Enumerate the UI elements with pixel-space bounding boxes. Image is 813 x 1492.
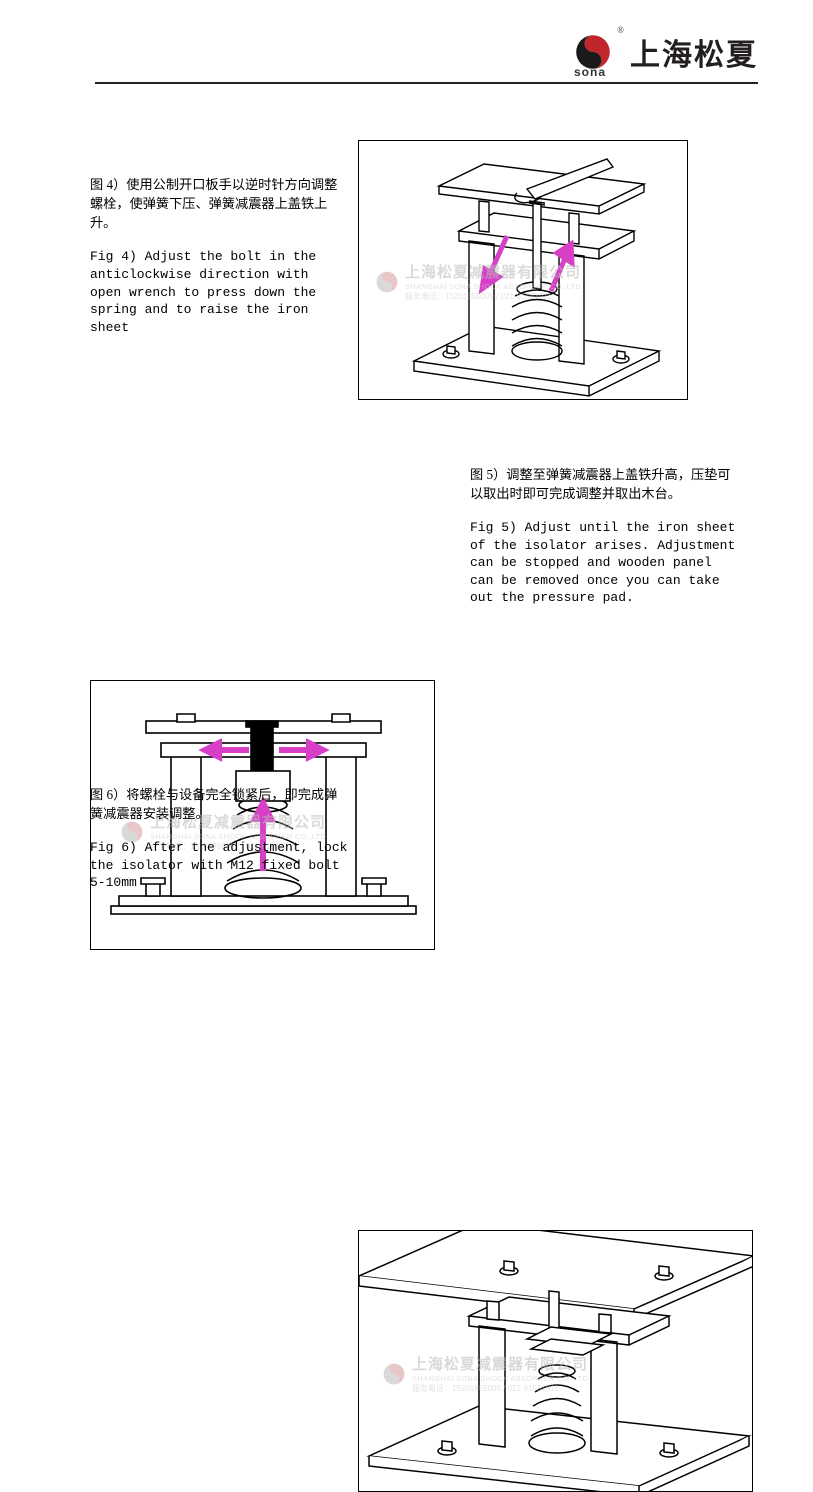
fig5-caption-cn: 图 5）调整至弹簧减震器上盖铁升高，压垫可以取出时即可完成调整并取出木台。 xyxy=(470,465,740,503)
watermark-logo-icon xyxy=(381,1361,407,1387)
wm-tel: 服务电话：15201855009 / 021-61551911 xyxy=(405,291,581,302)
wm-cn: 上海松夏减震器有限公司 xyxy=(405,261,581,282)
fig4-text-block: 图 4）使用公制开口板手以逆时针方向调整螺栓，使弹簧下压、弹簧减震器上盖铁上升。… xyxy=(90,175,340,336)
wm-tel: 服务电话：15201855009 / 021-61551911 xyxy=(412,1383,588,1394)
fig5-caption-en: Fig 5) Adjust until the iron sheet of th… xyxy=(470,519,740,607)
fig6-caption-cn: 图 6）将螺栓与设备完全锁紧后，即完成弹簧减震器安装调整。 xyxy=(90,785,350,823)
brand-name: 上海松夏 xyxy=(630,30,758,74)
sona-logo-icon: ® sona xyxy=(572,31,614,73)
page-header: ® sona 上海松夏 xyxy=(95,30,758,84)
wm-en: SHANGHAI SONA SHOCK ABSORBER CO.,LTD xyxy=(405,282,581,291)
logo-row: ® sona 上海松夏 xyxy=(95,30,758,74)
registered-mark: ® xyxy=(617,25,624,35)
brand-logo: ® sona 上海松夏 xyxy=(572,30,758,74)
fig5-text-block: 图 5）调整至弹簧减震器上盖铁升高，压垫可以取出时即可完成调整并取出木台。 Fi… xyxy=(470,465,740,607)
fig6-caption-en: Fig 6) After the adjustment, lock the is… xyxy=(90,839,350,892)
fig6-figure: 上海松夏减震器有限公司 SHANGHAI SONA SHOCK ABSORBER… xyxy=(358,1230,753,1492)
wm-cn: 上海松夏减震器有限公司 xyxy=(412,1353,588,1374)
fig4-figure: 上海松夏减震器有限公司 SHANGHAI SONA SHOCK ABSORBER… xyxy=(358,140,688,400)
header-divider xyxy=(95,82,758,84)
sona-text: sona xyxy=(574,65,606,79)
content-area: 图 4）使用公制开口板手以逆时针方向调整螺栓，使弹簧下压、弹簧减震器上盖铁上升。… xyxy=(90,130,758,967)
fig4-caption-cn: 图 4）使用公制开口板手以逆时针方向调整螺栓，使弹簧下压、弹簧减震器上盖铁上升。 xyxy=(90,175,340,232)
wm-en: SHANGHAI SONA SHOCK ABSORBER CO.,LTD xyxy=(412,1374,588,1383)
fig4-watermark: 上海松夏减震器有限公司 SHANGHAI SONA SHOCK ABSORBER… xyxy=(374,261,581,302)
watermark-logo-icon xyxy=(374,269,400,295)
fig6-watermark: 上海松夏减震器有限公司 SHANGHAI SONA SHOCK ABSORBER… xyxy=(381,1353,588,1394)
fig4-caption-en: Fig 4) Adjust the bolt in the anticlockw… xyxy=(90,248,340,336)
fig6-text-block: 图 6）将螺栓与设备完全锁紧后，即完成弹簧减震器安装调整。 Fig 6) Aft… xyxy=(90,785,350,892)
